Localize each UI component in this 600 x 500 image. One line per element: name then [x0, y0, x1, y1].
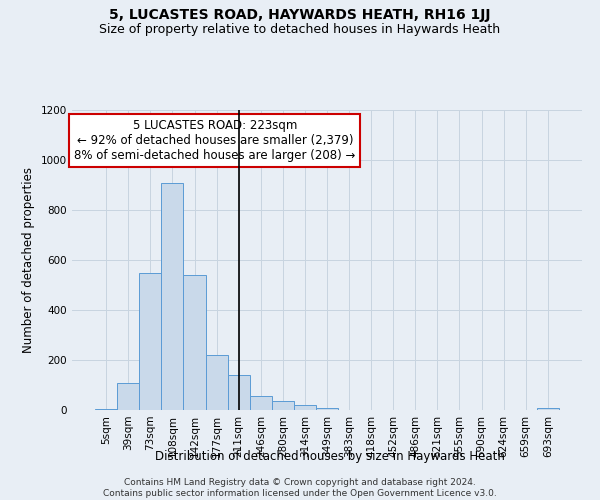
- Bar: [184, 275, 206, 410]
- Bar: [537, 408, 559, 410]
- Bar: [316, 408, 338, 410]
- Bar: [272, 401, 294, 410]
- Text: Size of property relative to detached houses in Haywards Heath: Size of property relative to detached ho…: [100, 22, 500, 36]
- Bar: [294, 405, 316, 410]
- Bar: [250, 396, 272, 410]
- Text: Distribution of detached houses by size in Haywards Heath: Distribution of detached houses by size …: [155, 450, 505, 463]
- Bar: [206, 355, 227, 410]
- Bar: [139, 272, 161, 410]
- Bar: [227, 375, 250, 410]
- Bar: [161, 182, 184, 410]
- Bar: [117, 382, 139, 410]
- Bar: [95, 409, 117, 410]
- Text: 5 LUCASTES ROAD: 223sqm
← 92% of detached houses are smaller (2,379)
8% of semi-: 5 LUCASTES ROAD: 223sqm ← 92% of detache…: [74, 119, 355, 162]
- Text: 5, LUCASTES ROAD, HAYWARDS HEATH, RH16 1JJ: 5, LUCASTES ROAD, HAYWARDS HEATH, RH16 1…: [109, 8, 491, 22]
- Text: Contains HM Land Registry data © Crown copyright and database right 2024.
Contai: Contains HM Land Registry data © Crown c…: [103, 478, 497, 498]
- Y-axis label: Number of detached properties: Number of detached properties: [22, 167, 35, 353]
